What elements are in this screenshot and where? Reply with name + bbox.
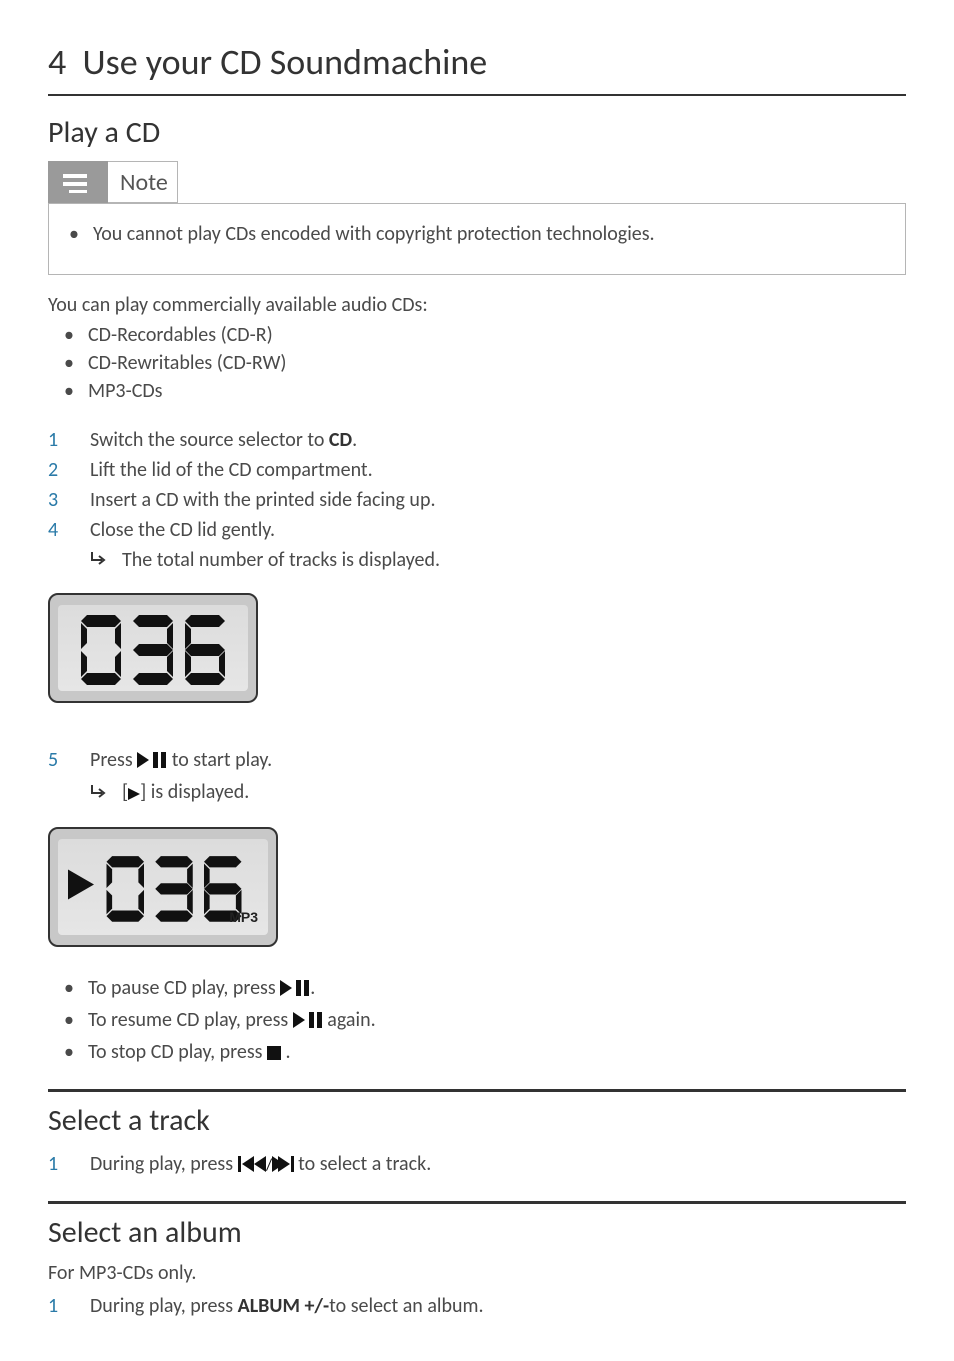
section-play-cd: Play a CD — [48, 114, 906, 151]
step-text: to select an album. — [329, 1294, 483, 1318]
result-text: [] is displayed. — [122, 777, 249, 809]
step-text: to start play. — [167, 748, 272, 772]
step-number: 1 — [48, 425, 62, 455]
step-text: Press — [90, 748, 137, 772]
step-number: 3 — [48, 485, 62, 515]
chapter-title: 4 Use your CD Soundmachine — [48, 40, 906, 96]
step-number: 2 — [48, 455, 62, 485]
lcd-display-1 — [48, 593, 258, 703]
disc-type-list: CD-Recordables (CD-R) CD-Rewritables (CD… — [48, 321, 906, 405]
step-text: Insert a CD with the printed side facing… — [90, 485, 906, 515]
step-number: 4 — [48, 515, 62, 545]
step-text: During play, press — [90, 1294, 238, 1318]
steps-list: 1 During play, press / to select a track… — [48, 1149, 906, 1181]
step-item: 1 During play, press ALBUM +/-to select … — [48, 1291, 906, 1321]
step-text: to select a track. — [294, 1152, 432, 1176]
result-text: The total number of tracks is displayed. — [122, 545, 440, 575]
steps-list-2: 5 Press to start play. — [48, 745, 906, 777]
step-text: Lift the lid of the CD compartment. — [90, 455, 906, 485]
step-number: 5 — [48, 745, 62, 777]
result-arrow-icon — [90, 778, 108, 808]
svg-text:/: / — [265, 1156, 273, 1172]
step-bold: CD — [329, 428, 352, 452]
list-item: CD-Recordables (CD-R) — [88, 321, 906, 349]
list-item: To pause CD play, press . — [88, 973, 906, 1005]
step-item: 5 Press to start play. — [48, 745, 906, 777]
seven-segment-icon — [99, 848, 249, 926]
step-text: Close the CD lid gently. — [90, 515, 906, 545]
play-pause-icon — [280, 975, 310, 1005]
list-item: CD-Rewritables (CD-RW) — [88, 349, 906, 377]
seven-segment-icon — [73, 609, 233, 687]
step-text: Switch the source selector to — [90, 428, 329, 452]
step-text: . — [352, 428, 357, 452]
control-text: again. — [323, 1008, 376, 1032]
step-item: 2 Lift the lid of the CD compartment. — [48, 455, 906, 485]
step-result: [] is displayed. — [48, 777, 906, 809]
step-text: During play, press — [90, 1152, 238, 1176]
intro-text: You can play commercially available audi… — [48, 293, 906, 317]
divider — [48, 1089, 906, 1092]
step-item: 1 During play, press / to select a track… — [48, 1149, 906, 1181]
chapter-text: Use your CD Soundmachine — [83, 40, 488, 84]
steps-list: 1 During play, press ALBUM +/-to select … — [48, 1291, 906, 1321]
stop-icon — [267, 1039, 281, 1069]
step-item: 4 Close the CD lid gently. — [48, 515, 906, 545]
control-text: To pause CD play, press — [88, 976, 280, 1000]
play-pause-icon — [137, 747, 167, 777]
play-pause-icon — [293, 1007, 323, 1037]
play-icon — [128, 779, 140, 809]
note-icon — [48, 161, 108, 203]
list-item: To resume CD play, press again. — [88, 1005, 906, 1037]
control-text: . — [310, 976, 315, 1000]
note-label: Note — [108, 161, 178, 203]
prev-next-icon: / — [238, 1151, 294, 1181]
control-text: To resume CD play, press — [88, 1008, 293, 1032]
result-arrow-icon — [90, 545, 108, 575]
list-item: MP3-CDs — [88, 377, 906, 405]
step-result: The total number of tracks is displayed. — [48, 545, 906, 575]
lcd-display-2: MP3 — [48, 827, 278, 947]
note-text: You cannot play CDs encoded with copyrig… — [93, 222, 655, 246]
step-number: 1 — [48, 1291, 62, 1321]
list-item: To stop CD play, press . — [88, 1037, 906, 1069]
chapter-number: 4 — [48, 40, 66, 84]
step-item: 3 Insert a CD with the printed side faci… — [48, 485, 906, 515]
step-item: 1 Switch the source selector to CD. — [48, 425, 906, 455]
control-text: . — [281, 1040, 291, 1064]
step-number: 1 — [48, 1149, 62, 1181]
note-body: • You cannot play CDs encoded with copyr… — [48, 203, 906, 275]
divider — [48, 1201, 906, 1204]
step-bold: ALBUM +/- — [238, 1294, 330, 1318]
section-select-album: Select an album — [48, 1214, 906, 1251]
controls-list: To pause CD play, press . To resume CD p… — [48, 973, 906, 1069]
note-block: Note • You cannot play CDs encoded with … — [48, 161, 906, 275]
section-select-track: Select a track — [48, 1102, 906, 1139]
bullet-icon: • — [69, 222, 79, 246]
mp3-indicator: MP3 — [229, 909, 258, 925]
album-note: For MP3-CDs only. — [48, 1261, 906, 1285]
control-text: To stop CD play, press — [88, 1040, 267, 1064]
steps-list: 1 Switch the source selector to CD. 2 Li… — [48, 425, 906, 545]
